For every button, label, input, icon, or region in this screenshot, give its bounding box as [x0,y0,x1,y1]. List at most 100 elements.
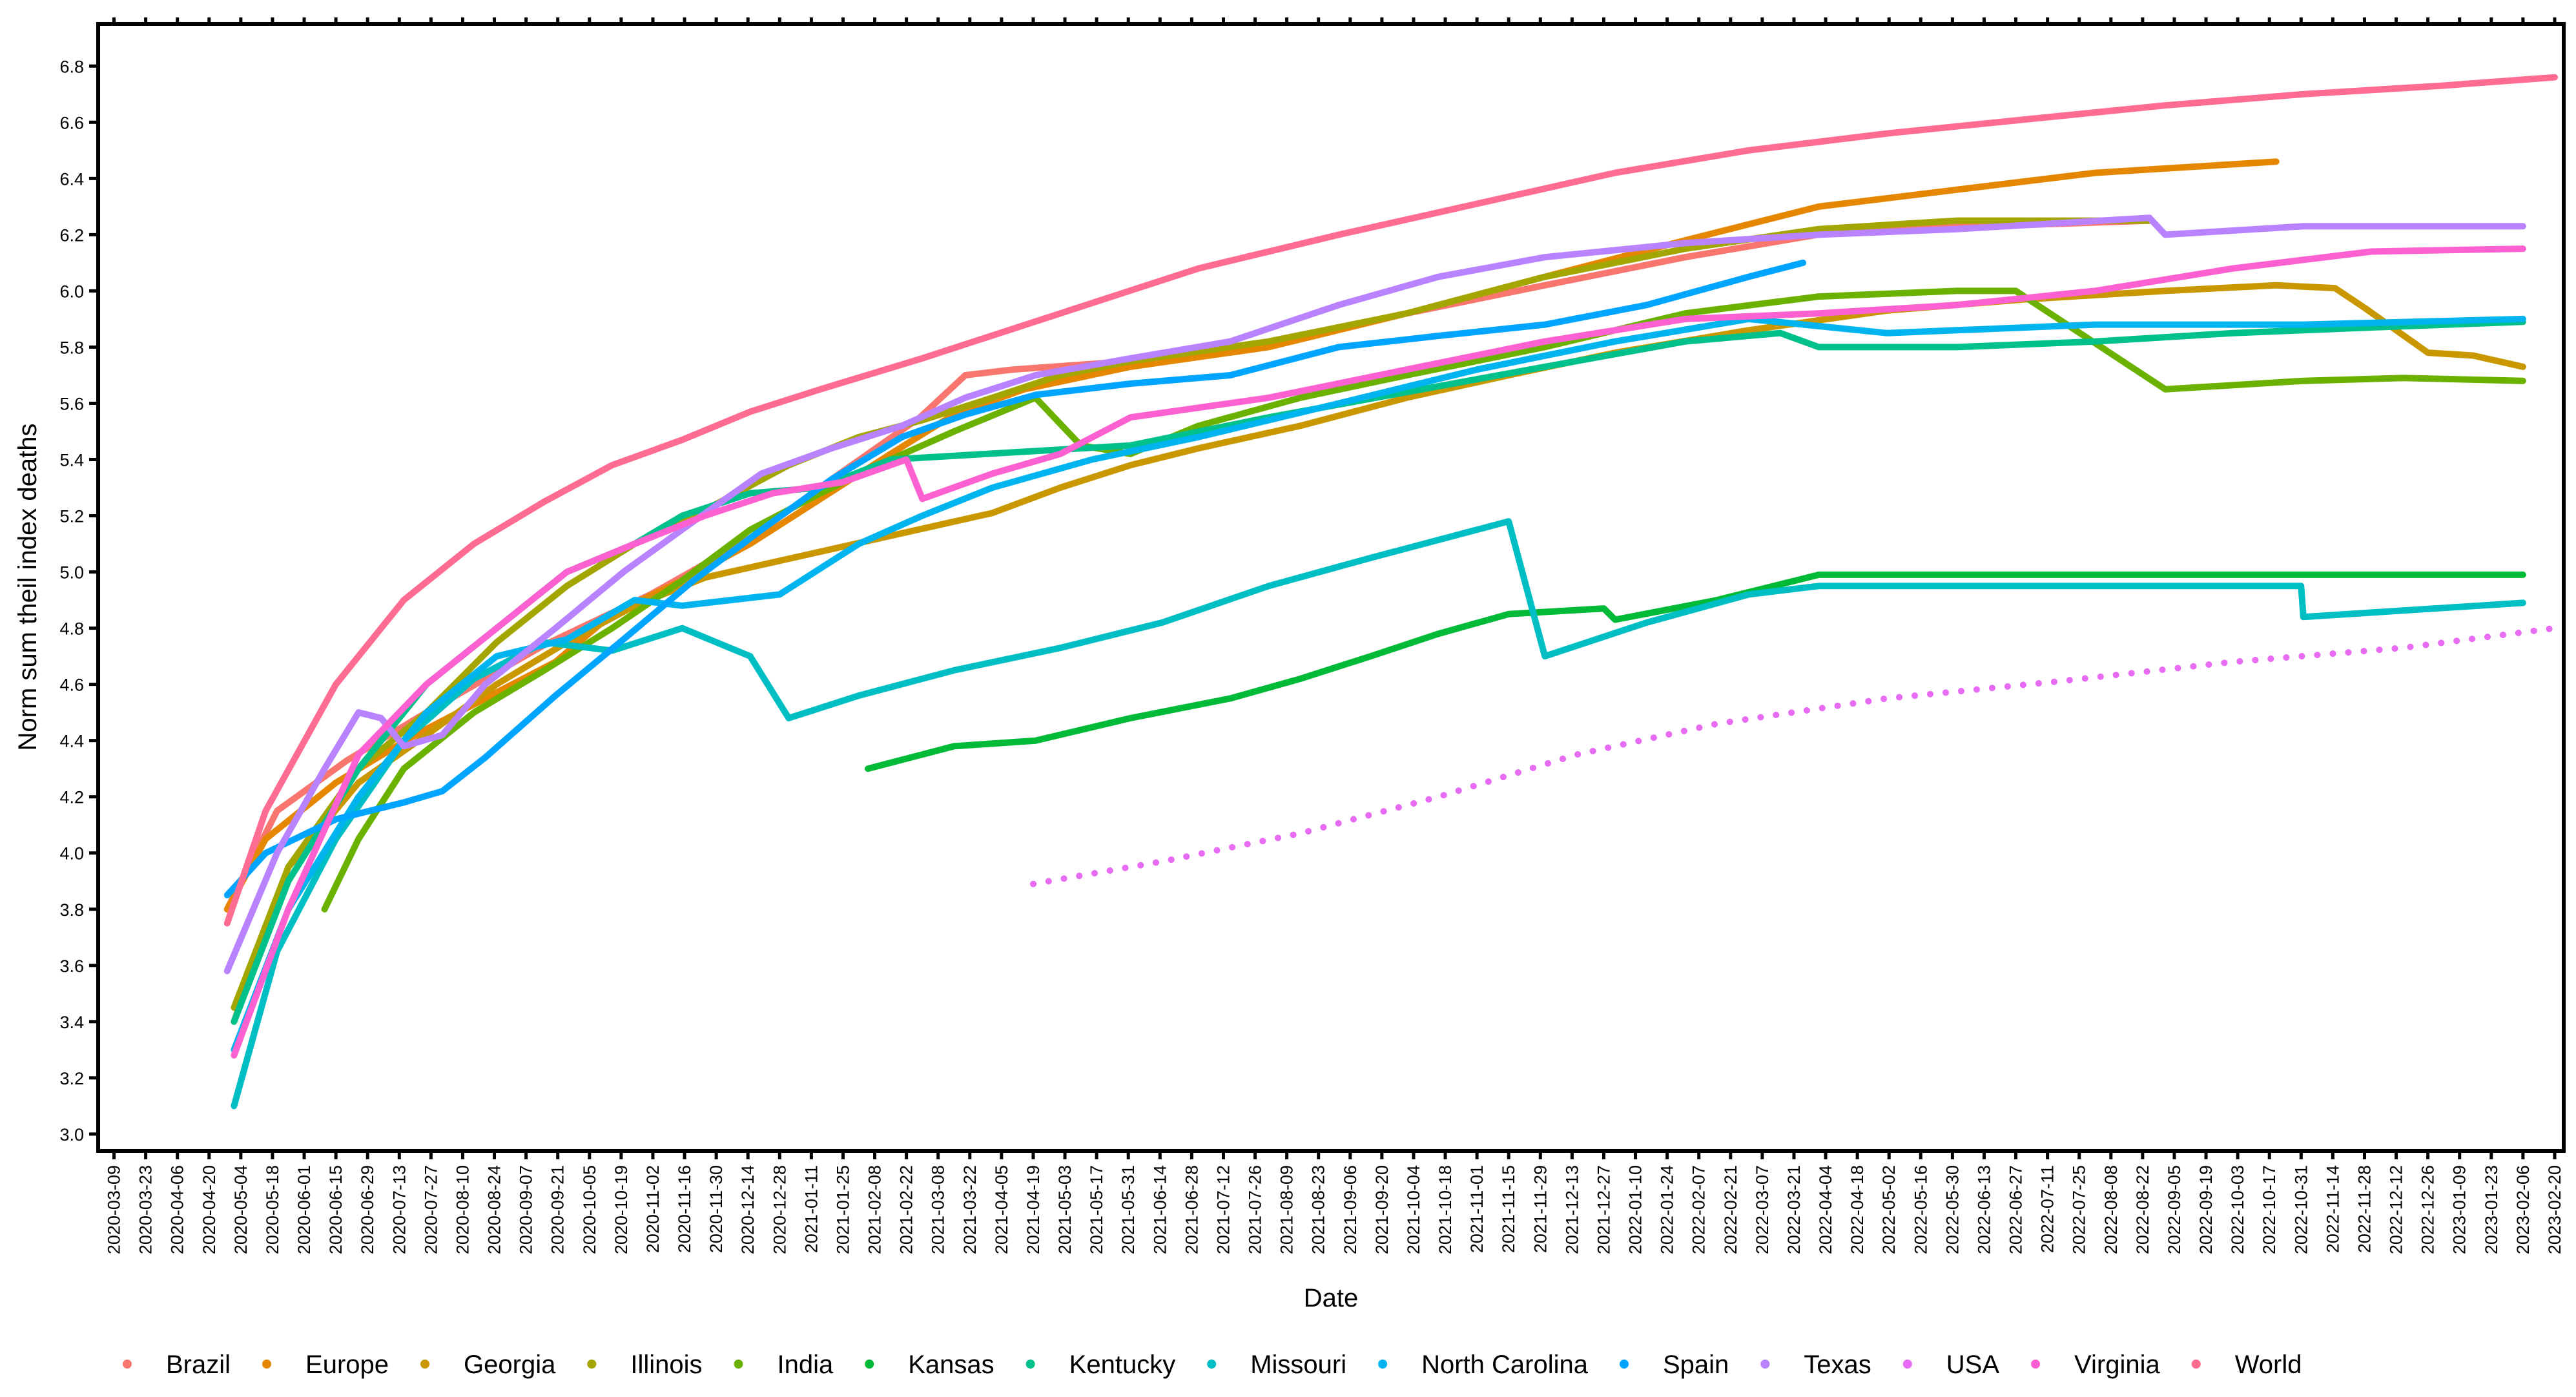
plot-frame [96,22,2566,1153]
y-tick-label: 3.2 [59,1069,84,1088]
x-tick-label: 2021-11-29 [1530,1165,1550,1253]
x-tick-label: 2021-01-25 [833,1165,852,1254]
x-axis-title: Date [1304,1284,1359,1312]
legend-key-north-carolina [1378,1360,1388,1369]
legend-key-georgia [420,1360,430,1369]
x-tick-label: 2023-02-06 [2513,1165,2533,1254]
x-tick-label: 2021-07-26 [1246,1165,1265,1254]
legend-label-world: World [2235,1350,2302,1379]
series-line-kansas [865,571,2526,772]
y-axis-title: Norm sum theil index deaths [14,424,42,751]
x-tick-label: 2022-04-18 [1848,1165,1867,1254]
legend-label-georgia: Georgia [464,1350,556,1379]
x-tick-label: 2021-01-11 [801,1165,821,1253]
x-tick-label: 2020-12-28 [770,1165,789,1254]
legend-key-texas [1760,1360,1770,1369]
x-tick-label: 2022-06-13 [1974,1165,1994,1254]
x-tick-label: 2021-10-04 [1404,1165,1423,1254]
x-tick-label: 2021-02-22 [897,1165,916,1254]
x-tick-label: 2020-04-06 [168,1165,187,1254]
x-tick-label: 2020-10-05 [580,1165,599,1254]
x-tick-label: 2022-11-28 [2354,1165,2374,1253]
x-tick-label: 2020-08-10 [453,1165,472,1254]
x-tick-label: 2022-01-24 [1658,1165,1677,1254]
series-line-virginia [231,245,2526,1059]
series-line-usa [1030,625,2558,887]
series-line-missouri [231,518,2526,1110]
series-line-spain [223,259,1806,898]
x-tick-label: 2021-05-17 [1087,1165,1106,1254]
legend-label-north-carolina: North Carolina [1421,1350,1589,1379]
x-tick-label: 2020-12-14 [738,1165,757,1254]
x-tick-label: 2021-11-15 [1499,1165,1518,1253]
x-tick-label: 2021-05-31 [1118,1165,1138,1254]
y-tick-label: 6.6 [59,113,84,132]
x-tick-label: 2021-09-06 [1341,1165,1360,1254]
x-tick-label: 2021-05-03 [1055,1165,1075,1254]
x-tick-label: 2020-06-15 [326,1165,345,1254]
legend-key-europe [262,1360,272,1369]
y-tick-label: 3.4 [59,1013,84,1032]
legend-key-spain [1619,1360,1629,1369]
x-tick-label: 2022-03-21 [1784,1165,1804,1254]
y-tick-label: 5.0 [59,563,84,583]
legend-label-brazil: Brazil [166,1350,231,1379]
legend-label-kansas: Kansas [908,1350,994,1379]
x-tick-label: 2021-06-14 [1150,1165,1170,1254]
y-tick-label: 3.0 [59,1125,84,1144]
y-tick-label: 6.4 [59,169,84,189]
legend: Brazil Europe Georgia Illinois India Kansas Ke… [123,1350,2302,1379]
x-tick-label: 2022-10-31 [2291,1165,2311,1254]
series-layer [223,74,2558,1110]
x-tick-label: 2020-11-30 [706,1165,726,1253]
legend-label-virginia: Virginia [2074,1350,2160,1379]
legend-key-kentucky [1025,1360,1035,1369]
legend-key-kansas [865,1360,874,1369]
x-axis: 2020-03-09 2020-03-23 2020-04-06 2020-04-20… [105,17,2564,1254]
y-tick-label: 4.4 [59,732,84,751]
x-tick-label: 2021-02-08 [865,1165,885,1254]
x-tick-label: 2020-10-19 [612,1165,631,1254]
x-tick-label: 2021-09-20 [1372,1165,1392,1254]
series-line-world [223,74,2558,927]
legend-key-world [2191,1360,2201,1369]
x-tick-label: 2020-08-24 [485,1165,504,1254]
y-tick-label: 4.6 [59,676,84,695]
x-tick-label: 2020-11-16 [675,1165,694,1253]
x-tick-label: 2020-06-01 [294,1165,314,1254]
x-tick-label: 2022-12-26 [2418,1165,2438,1254]
legend-label-missouri: Missouri [1250,1350,1346,1379]
legend-key-virginia [2031,1360,2041,1369]
x-tick-label: 2020-11-02 [643,1165,663,1253]
x-tick-label: 2022-01-10 [1626,1165,1645,1254]
x-tick-label: 2021-04-05 [992,1165,1011,1254]
y-tick-label: 5.6 [59,394,84,413]
y-tick-label: 4.2 [59,788,84,807]
x-tick-label: 2022-04-04 [1816,1165,1835,1254]
x-tick-label: 2020-09-21 [548,1165,568,1254]
y-tick-label: 6.2 [59,225,84,245]
x-tick-label: 2020-07-27 [421,1165,440,1254]
x-tick-label: 2021-11-01 [1467,1165,1487,1253]
x-tick-label: 2022-05-16 [1911,1165,1930,1254]
x-tick-label: 2020-04-20 [200,1165,219,1254]
legend-key-usa [1902,1360,1912,1369]
x-tick-label: 2021-12-27 [1594,1165,1613,1254]
x-tick-label: 2020-05-18 [263,1165,282,1254]
x-tick-label: 2020-03-09 [105,1165,124,1254]
legend-label-europe: Europe [305,1350,389,1379]
x-tick-label: 2020-09-07 [517,1165,536,1254]
x-tick-label: 2022-08-22 [2133,1165,2152,1254]
x-tick-label: 2022-02-21 [1721,1165,1740,1254]
legend-label-illinois: Illinois [630,1350,702,1379]
x-tick-label: 2023-01-09 [2450,1165,2469,1254]
x-tick-label: 2020-03-23 [136,1165,156,1254]
x-tick-label: 2021-03-22 [960,1165,980,1254]
x-tick-label: 2022-10-03 [2228,1165,2247,1254]
x-tick-label: 2022-05-30 [1942,1165,1962,1254]
x-tick-label: 2022-05-02 [1879,1165,1899,1254]
series-line-texas [223,214,2526,975]
legend-label-india: India [777,1350,833,1379]
x-tick-label: 2022-12-12 [2387,1165,2406,1254]
